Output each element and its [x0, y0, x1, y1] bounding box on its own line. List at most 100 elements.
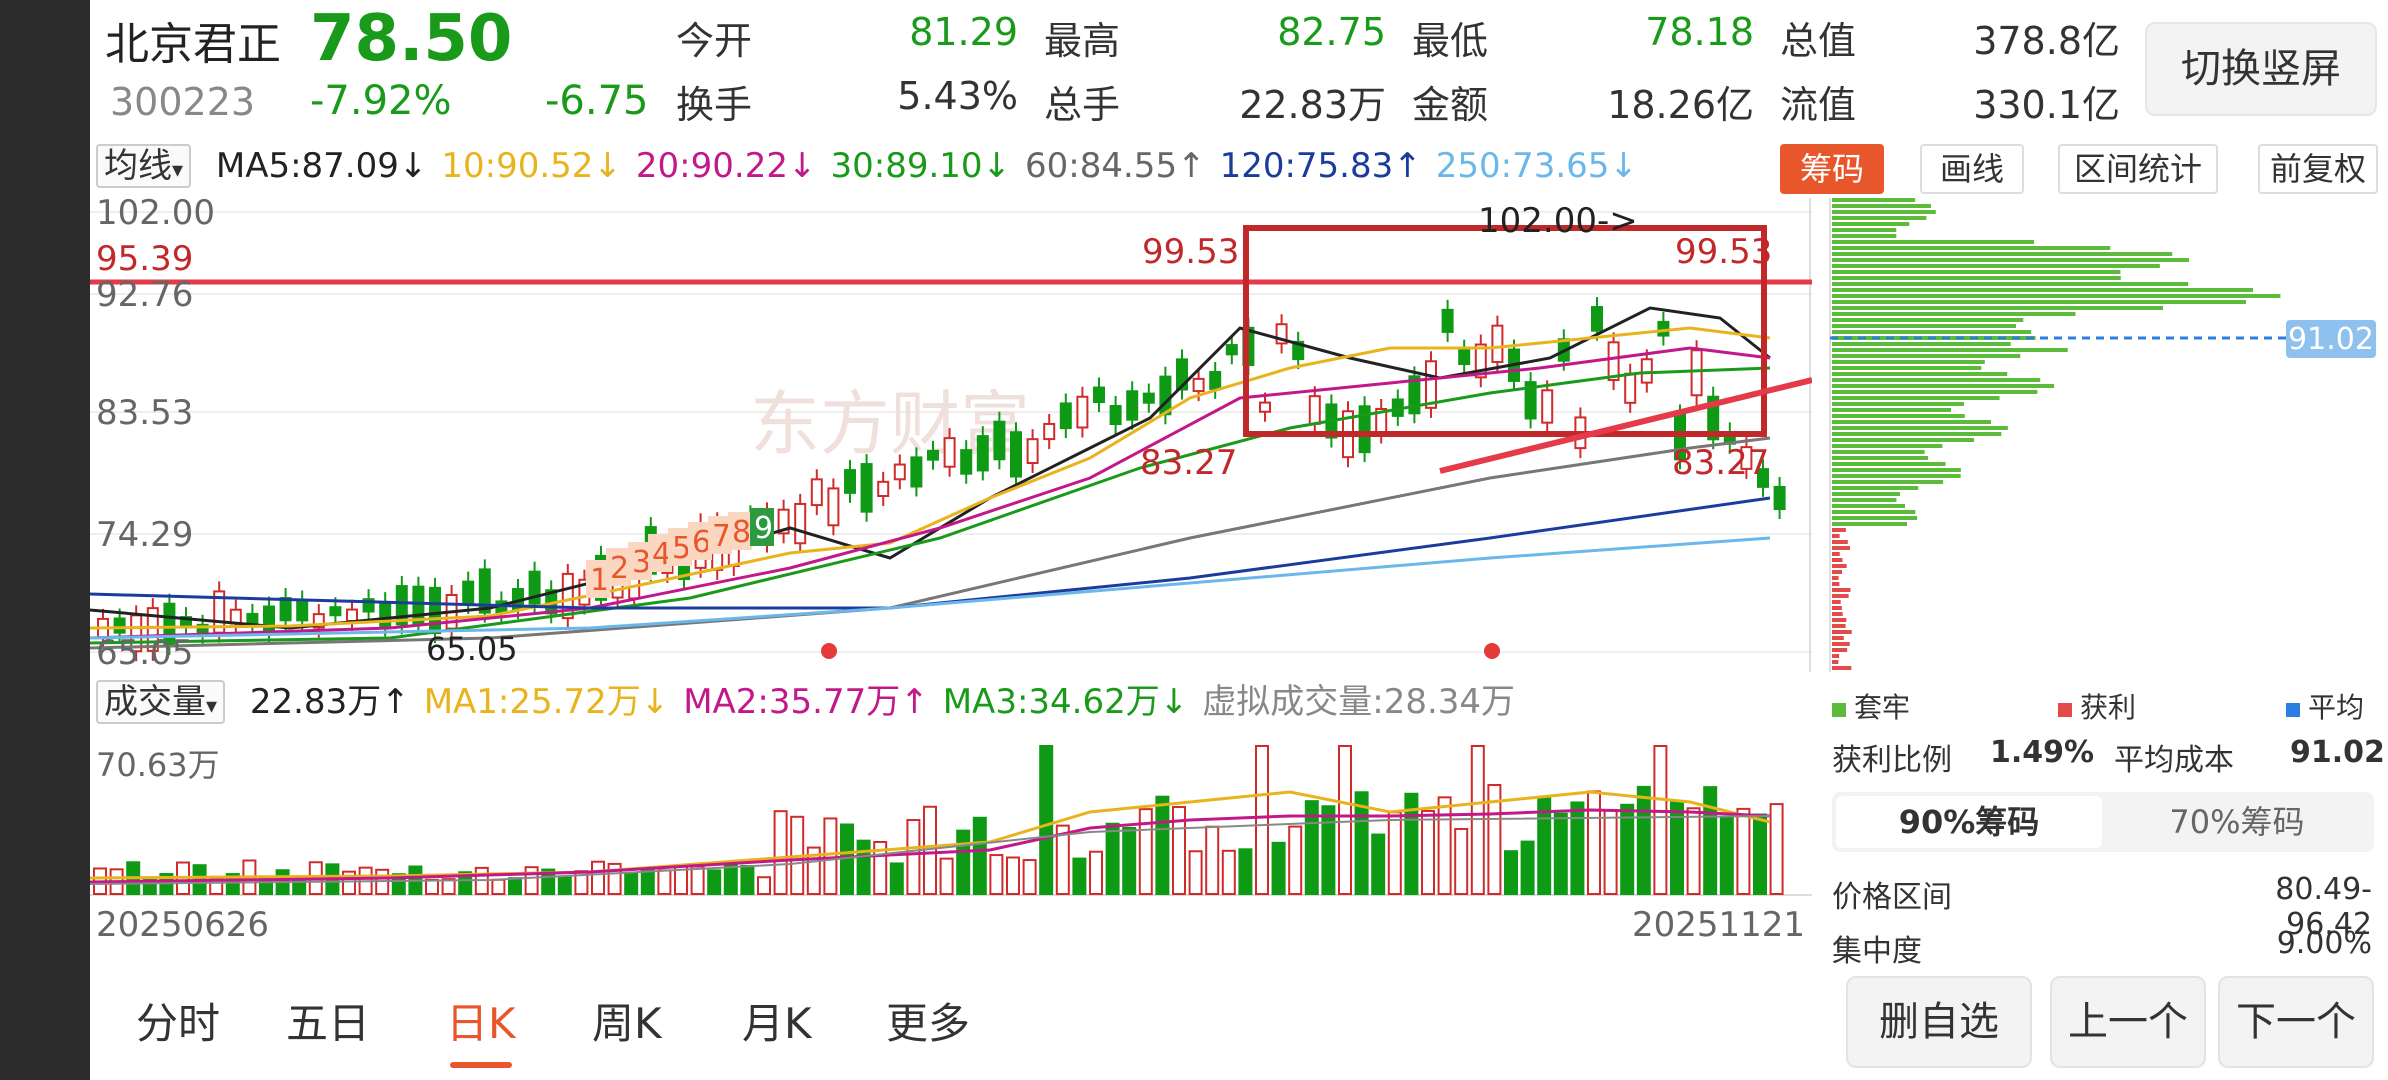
- chip-bar: [1832, 654, 1839, 658]
- volume-ma-value: MA1:25.72万↓: [424, 682, 670, 722]
- candle: [430, 588, 440, 633]
- chip-bar: [1832, 522, 1907, 526]
- previous-stock-button[interactable]: 上一个: [2050, 976, 2206, 1068]
- stat-label: 流值: [1780, 74, 1856, 129]
- volume-bar: [957, 831, 969, 894]
- volume-bar: [1206, 827, 1218, 894]
- legend-label: 获利: [2080, 691, 2136, 724]
- chip-bar: [1832, 426, 2008, 430]
- next-stock-button[interactable]: 下一个: [2218, 976, 2374, 1068]
- volume-bar: [1239, 849, 1251, 894]
- stat-value: 81.29: [818, 10, 1018, 54]
- chip-legend-item: 套牢: [1832, 686, 1910, 726]
- tab-90-chip[interactable]: 90%筹码: [1836, 796, 2102, 848]
- candle: [1642, 359, 1652, 382]
- label-left-high: 99.53: [1142, 232, 1239, 272]
- candle: [928, 451, 938, 460]
- candle: [1077, 397, 1087, 428]
- volume-bar: [1721, 817, 1733, 894]
- chart-tool-1[interactable]: 画线: [1920, 144, 2024, 194]
- chip-bar: [1832, 510, 1915, 514]
- chip-bar: [1832, 306, 2163, 310]
- date-end: 20251121: [1632, 905, 1805, 945]
- tab-3[interactable]: 周K: [592, 990, 662, 1051]
- candle: [878, 482, 888, 496]
- volume-ma-value: MA2:35.77万↑: [683, 682, 929, 722]
- volume-bar: [1190, 851, 1202, 894]
- chip-bar: [1832, 558, 1842, 562]
- candle: [264, 607, 274, 635]
- candle: [862, 464, 872, 512]
- chip-bar: [1832, 246, 2110, 250]
- volume-selector[interactable]: 成交量▾: [96, 680, 225, 724]
- signal-dot: [1484, 643, 1500, 659]
- chip-bar: [1832, 660, 1838, 664]
- candle: [1160, 377, 1170, 415]
- chip-bar: [1832, 222, 1909, 226]
- volume-bar: [492, 880, 504, 894]
- volume-chart[interactable]: 70.63万: [90, 732, 1812, 896]
- volume-bar: [592, 862, 604, 894]
- chip-bar: [1832, 462, 1946, 466]
- sequence-marker-text: 9: [754, 511, 773, 546]
- volume-bar: [1322, 806, 1334, 894]
- tab-4[interactable]: 月K: [742, 990, 812, 1051]
- volume-bar: [1256, 746, 1268, 894]
- stock-price: 78.50: [310, 2, 512, 76]
- chip-bar: [1832, 312, 2075, 316]
- chip-bar: [1832, 288, 2253, 292]
- stat-label: 今开: [676, 10, 752, 65]
- volume-bar: [891, 863, 903, 894]
- candle: [828, 488, 838, 525]
- stat-label: 最高: [1044, 10, 1120, 65]
- chip-distribution: 91.02: [1826, 198, 2388, 672]
- chip-bar: [1832, 384, 2054, 388]
- chip-bar: [1832, 624, 1846, 628]
- stat-value: 82.75: [1186, 10, 1386, 54]
- profit-ratio-label: 获利比例: [1832, 735, 1952, 779]
- ma-legend: 均线▾ MA5:87.09↓ 10:90.52↓ 20:90.22↓ 30:89.10…: [96, 140, 1638, 192]
- tab-1[interactable]: 五日: [286, 990, 370, 1051]
- candle: [1625, 374, 1635, 403]
- switch-orientation-button[interactable]: 切换竖屏: [2145, 22, 2377, 116]
- volume-ma-value: MA3:34.62万↓: [943, 682, 1189, 722]
- ma-selector[interactable]: 均线▾: [96, 144, 191, 188]
- concentration-label: 集中度: [1832, 926, 1922, 970]
- candle: [1310, 396, 1320, 424]
- volume-bar: [1273, 843, 1285, 894]
- volume-bar: [725, 864, 737, 894]
- candle: [994, 422, 1004, 460]
- volume-bar: [1040, 746, 1052, 894]
- candle: [1426, 361, 1436, 408]
- candle: [380, 602, 390, 627]
- stat-value: 18.26亿: [1554, 74, 1754, 129]
- volume-bar: [1107, 824, 1119, 894]
- tab-5[interactable]: 更多: [886, 990, 970, 1051]
- chip-bar: [1832, 396, 2000, 400]
- chart-tool-2[interactable]: 区间统计: [2058, 144, 2218, 194]
- candle: [1061, 403, 1071, 428]
- tab-2[interactable]: 日K: [446, 990, 516, 1051]
- volume-bar: [941, 859, 953, 894]
- tab-70-chip[interactable]: 70%筹码: [2104, 796, 2370, 848]
- price-axis-label: 102.00: [96, 198, 215, 233]
- chip-tabs: 90%筹码 70%筹码: [1832, 792, 2374, 852]
- price-axis-label: 92.76: [96, 275, 193, 315]
- candle: [1210, 372, 1220, 389]
- concentration-value: 9.00%: [2200, 926, 2372, 961]
- chip-bar: [1832, 330, 2031, 334]
- tab-0[interactable]: 分时: [136, 990, 220, 1051]
- stat-value: 22.83万: [1186, 74, 1386, 129]
- kline-chart[interactable]: 东方财富 99.53 99.53 102.00-> 83.27 83.27 65…: [90, 198, 1812, 672]
- chart-tool-0[interactable]: 筹码: [1780, 144, 1884, 194]
- volume-bar: [1024, 860, 1036, 894]
- volume-ma-value: 虚拟成交量:28.34万: [1202, 682, 1515, 722]
- remove-watchlist-button[interactable]: 删自选: [1846, 976, 2032, 1068]
- chip-bar: [1832, 666, 1851, 670]
- ma-value: 120:75.83↑: [1220, 146, 1422, 186]
- volume-bar: [1737, 809, 1749, 894]
- chart-tool-3[interactable]: 前复权: [2258, 144, 2378, 194]
- volume-selector-label: 成交量: [104, 682, 206, 722]
- candle: [1658, 322, 1668, 336]
- chip-bar: [1832, 258, 2189, 262]
